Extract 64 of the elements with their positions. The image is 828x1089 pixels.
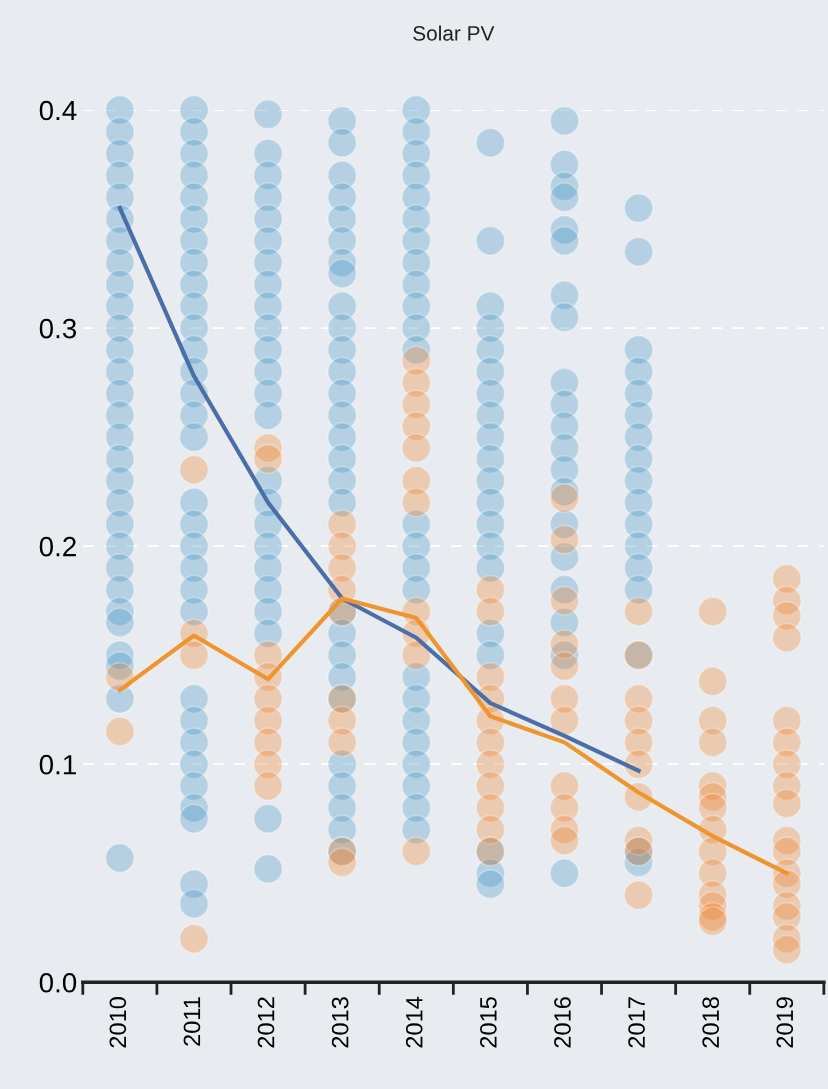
point bbox=[327, 727, 358, 758]
point bbox=[549, 705, 580, 736]
point bbox=[401, 432, 432, 464]
point bbox=[252, 99, 284, 130]
x-tick-label: 2015 bbox=[480, 997, 497, 1048]
x-tick-label: 2013 bbox=[331, 997, 349, 1048]
point bbox=[549, 483, 580, 514]
point bbox=[252, 853, 284, 884]
point bbox=[178, 888, 210, 919]
point bbox=[697, 596, 728, 627]
point bbox=[771, 934, 802, 965]
point bbox=[178, 640, 210, 671]
point bbox=[104, 716, 135, 747]
point bbox=[771, 622, 802, 653]
x-tick-label: 2017 bbox=[628, 997, 645, 1048]
point bbox=[327, 127, 358, 158]
x-tick-label: 2016 bbox=[554, 997, 571, 1048]
x-tick-label: 2014 bbox=[405, 996, 423, 1048]
point bbox=[252, 400, 284, 431]
point bbox=[623, 879, 654, 911]
point bbox=[697, 727, 728, 758]
x-tick-label: 2019 bbox=[776, 997, 794, 1048]
point bbox=[549, 858, 580, 889]
point bbox=[178, 454, 210, 485]
chart-title: Solar PV bbox=[413, 25, 495, 41]
x-tick-label: 2018 bbox=[702, 997, 720, 1048]
point bbox=[252, 803, 284, 834]
point bbox=[549, 524, 580, 555]
point bbox=[252, 443, 284, 474]
point bbox=[549, 302, 580, 333]
y-tick-label: 0.3 bbox=[39, 318, 77, 339]
point bbox=[475, 596, 506, 627]
point bbox=[475, 869, 506, 900]
point bbox=[623, 236, 654, 267]
point bbox=[178, 803, 210, 834]
point bbox=[178, 422, 210, 453]
point bbox=[549, 825, 580, 856]
point bbox=[104, 607, 135, 638]
point bbox=[623, 596, 654, 627]
y-tick-label: 0.0 bbox=[39, 972, 77, 993]
point bbox=[549, 182, 580, 213]
y-tick-label: 0.2 bbox=[39, 536, 76, 557]
point bbox=[327, 258, 358, 289]
point bbox=[549, 105, 580, 136]
y-tick-label: 0.1 bbox=[39, 754, 76, 775]
point bbox=[771, 788, 802, 819]
point bbox=[697, 666, 728, 697]
point bbox=[549, 651, 580, 682]
point bbox=[401, 640, 432, 671]
point bbox=[549, 225, 580, 256]
point bbox=[401, 487, 432, 518]
point bbox=[327, 847, 358, 878]
x-tick-label: 2012 bbox=[257, 997, 275, 1048]
x-tick-label: 2011 bbox=[183, 997, 201, 1046]
point bbox=[475, 127, 506, 158]
point bbox=[252, 770, 284, 802]
point bbox=[623, 193, 654, 224]
point bbox=[178, 923, 210, 954]
point bbox=[549, 585, 580, 616]
x-tick-label: 2010 bbox=[109, 997, 127, 1048]
y-tick-label: 0.4 bbox=[39, 100, 77, 121]
point bbox=[401, 836, 432, 867]
point bbox=[104, 842, 135, 874]
point bbox=[475, 225, 506, 256]
